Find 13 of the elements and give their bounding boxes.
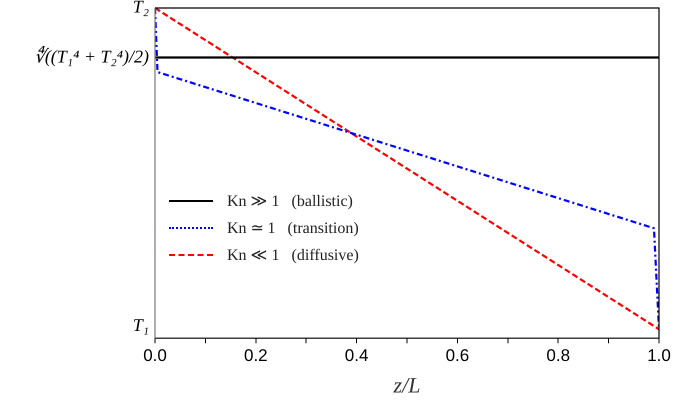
x-tick-label: 0.4 [344,346,368,366]
x-tick-label: 0.6 [446,346,470,366]
annotation: T₂ [132,0,149,17]
x-tick-label: 0.0 [143,346,167,366]
x-tick-label: 0.2 [244,346,268,366]
annotation: ∜((T₁⁴ + T₂⁴)/2) [34,45,149,66]
x-tick-label: 1.0 [647,346,671,366]
legend-label: Kn ≫ 1 (ballistic) [227,192,353,211]
legend-label: Kn ≪ 1 (diffusive) [227,246,359,265]
text: T₁ [132,314,149,335]
x-axis-title: z/L [392,372,420,398]
x-tick-label: 0.8 [546,346,570,366]
legend-label: Kn ≃ 1 (transition) [227,218,359,238]
